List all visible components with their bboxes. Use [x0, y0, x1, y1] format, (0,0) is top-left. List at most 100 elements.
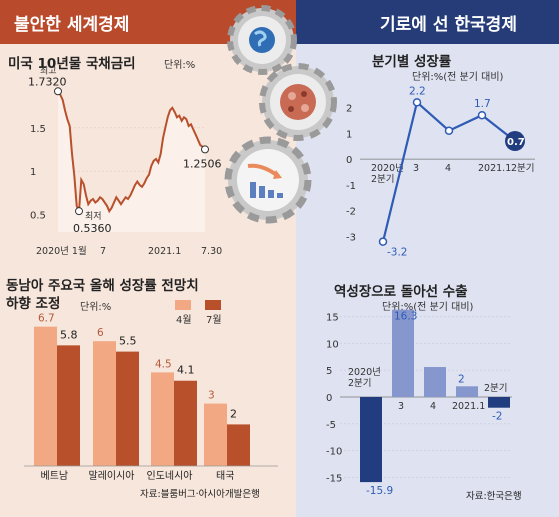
bar-july [174, 380, 197, 466]
y-tick-label: -15 [326, 473, 342, 484]
sea-unit: 단위:% [80, 302, 112, 313]
gear-declining-chart-icon [224, 136, 312, 224]
category-label: 인도네시아 [147, 470, 193, 482]
max-label: 최고 [40, 65, 57, 76]
y-tick-label: 0 [346, 155, 352, 166]
export-value-label: -15.9 [366, 485, 393, 497]
x-tick-label: 2분기 [484, 383, 508, 394]
y-tick-label: -5 [326, 420, 336, 431]
growth-value-label: 2.2 [409, 85, 426, 97]
export-value-label: 2 [458, 373, 465, 385]
y-tick-label: 1 [30, 167, 36, 178]
y-tick-label: 10 [326, 339, 339, 350]
category-label: 베트남 [41, 470, 69, 482]
value-label-july: 5.8 [60, 328, 78, 341]
bond-line [57, 90, 206, 214]
us-bond-title: 미국 10년물 국채금리 [8, 56, 136, 72]
legend-label-july: 7월 [206, 314, 222, 326]
left-header-title: 불안한 세계경제 [14, 15, 130, 35]
gear-globe-icon [227, 5, 297, 75]
y-tick-label: -10 [326, 447, 342, 458]
export-value-label: -2 [492, 411, 502, 423]
value-label-april: 6.7 [38, 313, 55, 325]
bar-july [227, 424, 250, 466]
legend-label-april: 4월 [176, 314, 192, 326]
value-label-july: 2 [230, 407, 237, 420]
growth-value-label: -3.2 [387, 247, 408, 259]
y-tick-label: -1 [346, 181, 356, 192]
value-label-april: 4.5 [155, 358, 172, 370]
x-tick-label: 2분기 [511, 163, 535, 174]
bond-area [58, 91, 205, 232]
export-unit: 단위:%(전 분기 대비) [382, 302, 474, 313]
growth-point [444, 126, 454, 135]
min-label: 최저 [85, 211, 102, 222]
legend-swatch-april [175, 300, 191, 310]
export-bar [424, 367, 446, 397]
y-tick-label: 0.5 [30, 211, 46, 222]
value-label-april: 6 [97, 327, 104, 339]
growth-unit: 단위:%(전 분기 대비) [412, 72, 504, 83]
y-tick-label: -3 [346, 233, 356, 244]
y-tick-label: 1.5 [30, 124, 46, 135]
export-bar [488, 397, 510, 408]
x-tick-label: 2021.1 [452, 401, 485, 412]
min-point [75, 207, 83, 216]
sea-chart: 4월 7월 6.7 5.8 베트남 6 5.5 말레이시아 4.5 4.1 인도네시아 3 2 태국 [24, 300, 278, 482]
growth-point [412, 98, 422, 107]
x-tick-label: 2021.1 [148, 246, 181, 257]
bar-april [93, 341, 116, 466]
export-bar [456, 386, 478, 397]
growth-title: 분기별 성장률 [372, 54, 452, 70]
export-bar [360, 397, 382, 483]
sea-source: 자료:블룸버그·아시아개발은행 [140, 489, 260, 500]
growth-chart: 2 1 0 -1 -2 -3 2020년 2분기 3 4 2021.1 2분기 -3.2 2.2 1.7 0.… [346, 85, 535, 259]
x-tick-label: 2020년 2분기 [371, 163, 404, 185]
export-bar [392, 309, 414, 397]
x-tick-label: 2021.1 [478, 163, 511, 174]
max-point [54, 87, 62, 96]
us-bond-chart: 0.5 1 1.5 2020년 1월 7 2021.1 7.30 최고1.7320 최저0.53… [28, 65, 222, 257]
bar-april [34, 326, 57, 466]
y-tick-label: 0 [326, 393, 332, 404]
x-tick-label: 7.30 [201, 246, 222, 257]
growth-point [378, 237, 388, 246]
y-tick-label: -2 [346, 207, 356, 218]
category-label: 말레이시아 [89, 470, 135, 482]
y-tick-label: 2 [346, 103, 352, 114]
growth-value-label: 0.7 [507, 137, 525, 148]
bar-april [204, 403, 227, 466]
growth-point [477, 110, 487, 120]
growth-point [505, 131, 525, 152]
x-tick-label: 4 [445, 163, 451, 174]
category-label: 태국 [216, 470, 234, 482]
x-tick-label: 2020년 1월 [36, 245, 87, 257]
right-header-bar: 기로에 선 한국경제 [296, 0, 559, 44]
x-tick-label: 4 [430, 401, 436, 412]
right-header-title: 기로에 선 한국경제 [380, 15, 517, 35]
bar-july [116, 351, 139, 466]
export-source: 자료:한국은행 [466, 491, 522, 502]
max-value: 1.7320 [28, 75, 67, 88]
x-tick-label: 3 [398, 401, 404, 412]
x-tick-label: 7 [100, 246, 106, 257]
us-bond-unit: 단위:% [164, 60, 196, 71]
export-chart: 15 10 5 0 -5 -10 -15 -15.9 2020년 2분기 16.3 3 4 2 2021.1… [326, 309, 512, 497]
right-panel [296, 0, 559, 517]
bar-july [57, 345, 80, 466]
x-tick-label: 2020년 2분기 [348, 367, 381, 389]
gear-virus-icon [259, 63, 337, 141]
sea-title: 동남아 주요국 올해 성장률 전망치 하향 조정 [6, 278, 199, 312]
value-label-july: 5.5 [119, 335, 137, 348]
export-value-label: 16.3 [394, 311, 417, 323]
min-value: 0.5360 [73, 222, 112, 235]
last-point [201, 145, 209, 154]
export-title: 역성장으로 돌아선 수출 [334, 284, 468, 300]
y-tick-label: 5 [326, 366, 332, 377]
last-value: 1.2506 [183, 157, 222, 170]
y-tick-label: 1 [346, 129, 352, 140]
value-label-april: 3 [208, 390, 215, 402]
value-label-july: 4.1 [177, 364, 195, 377]
